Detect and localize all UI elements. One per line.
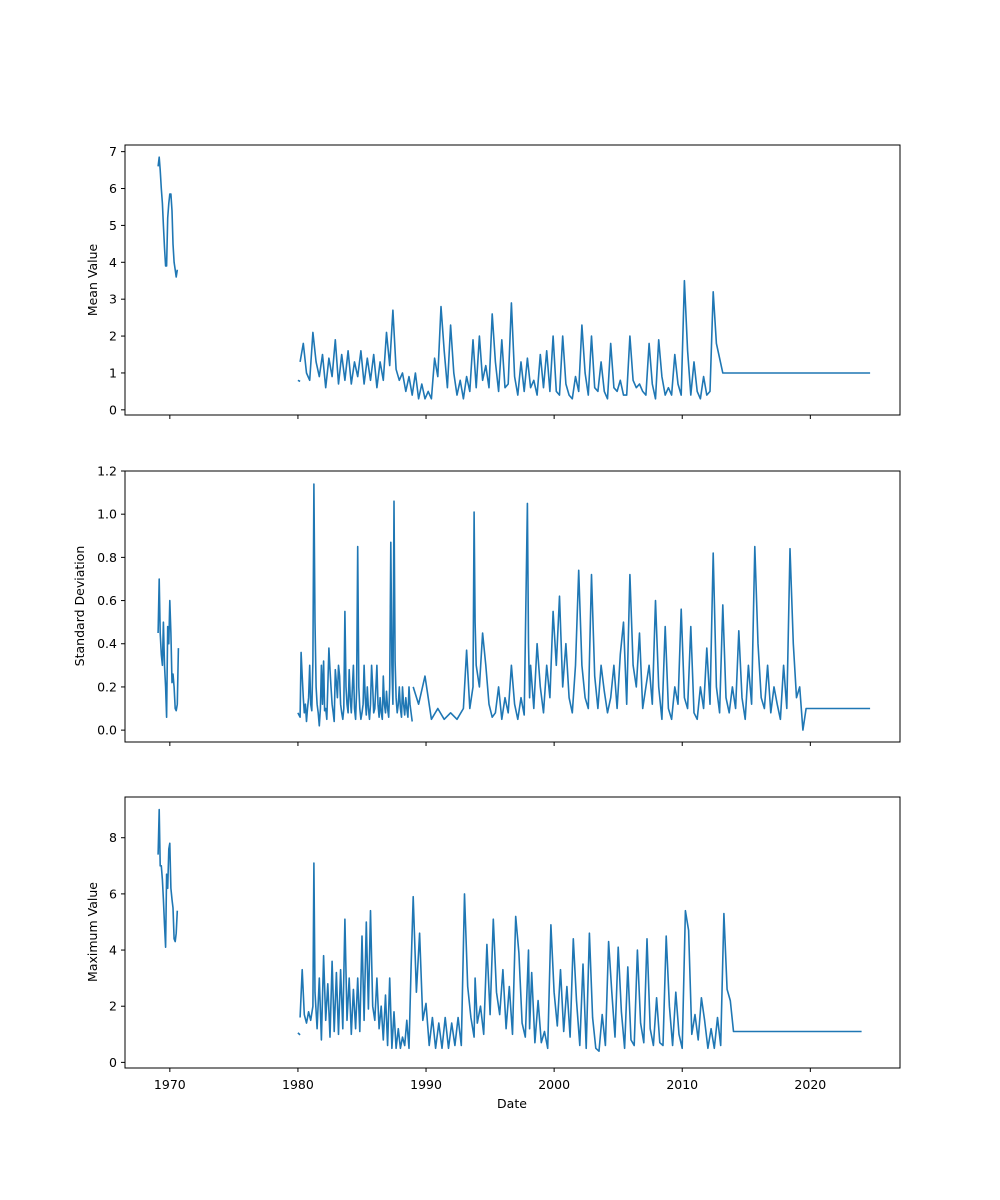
std-y-tick-label: 0.4 xyxy=(97,636,117,651)
max-series-line-1 xyxy=(297,1032,301,1036)
mean-y-axis-label: Mean Value xyxy=(85,244,100,317)
mean-series-lines xyxy=(157,156,871,400)
std-series-line-1 xyxy=(297,483,413,727)
mean-y-tick-label: 3 xyxy=(109,292,117,307)
max-y-axis-label: Maximum Value xyxy=(85,882,100,982)
std-y-tick-label: 0.8 xyxy=(97,550,117,565)
std-y-axis-label: Standard Deviation xyxy=(72,546,87,667)
std-y-tick-label: 1.2 xyxy=(97,464,117,479)
mean-y-tick-label: 7 xyxy=(109,144,117,159)
std-y-tick-label: 0.6 xyxy=(97,593,117,608)
mean-y-tick-label: 1 xyxy=(109,365,117,380)
mean-y-tick-label: 4 xyxy=(109,255,117,270)
mean-y-tick-label: 5 xyxy=(109,218,117,233)
max-y-tick-label: 8 xyxy=(109,830,117,845)
panel-mean: 0 1 2 3 4 5 6 7 Mean Value xyxy=(85,144,901,419)
std-x-axis-ticks xyxy=(169,742,811,746)
std-series-lines xyxy=(157,483,871,731)
std-y-tick-label: 0.0 xyxy=(97,723,117,738)
max-series-line-2 xyxy=(299,862,862,1052)
max-x-tick-label: 1980 xyxy=(282,1077,314,1092)
max-x-tick-label: 2020 xyxy=(794,1077,826,1092)
panel-max: 0 2 4 6 8 1970 1980 1990 2000 2010 2020 Maximum V… xyxy=(85,796,901,1111)
max-series-lines xyxy=(157,808,862,1052)
max-y-tick-label: 0 xyxy=(109,1055,117,1070)
max-y-tick-label: 6 xyxy=(109,886,117,901)
mean-y-tick-label: 6 xyxy=(109,181,117,196)
std-series-line-0 xyxy=(157,578,180,718)
std-y-axis-ticks: 0.0 0.2 0.4 0.6 0.8 1.0 1.2 xyxy=(97,464,125,738)
std-y-tick-label: 0.2 xyxy=(97,679,117,694)
max-series-line-0 xyxy=(157,808,179,948)
max-x-tick-label: 1970 xyxy=(154,1077,186,1092)
max-y-tick-label: 2 xyxy=(109,999,117,1014)
mean-series-line-1 xyxy=(297,379,301,383)
max-y-tick-label: 4 xyxy=(109,943,117,958)
max-x-axis-ticks: 1970 1980 1990 2000 2010 2020 xyxy=(154,1068,826,1092)
std-series-line-2 xyxy=(412,502,871,731)
max-x-tick-label: 2000 xyxy=(538,1077,570,1092)
max-x-tick-label: 2010 xyxy=(666,1077,698,1092)
mean-y-axis-ticks: 0 1 2 3 4 5 6 7 xyxy=(109,144,125,417)
panel-std: 0.0 0.2 0.4 0.6 0.8 1.0 1.2 Standard Deviation xyxy=(72,464,901,746)
max-y-axis-ticks: 0 2 4 6 8 xyxy=(109,830,125,1070)
mean-y-tick-label: 2 xyxy=(109,329,117,344)
max-x-tick-label: 1990 xyxy=(410,1077,442,1092)
max-x-axis-label: Date xyxy=(497,1096,527,1111)
mean-series-line-0 xyxy=(157,156,179,278)
mean-series-line-2 xyxy=(299,279,871,400)
mean-x-axis-ticks xyxy=(169,415,811,419)
std-plot-frame xyxy=(124,470,901,743)
std-y-tick-label: 1.0 xyxy=(97,507,117,522)
mean-y-tick-label: 0 xyxy=(109,402,117,417)
mean-plot-frame xyxy=(124,144,901,416)
max-plot-frame xyxy=(124,796,901,1069)
